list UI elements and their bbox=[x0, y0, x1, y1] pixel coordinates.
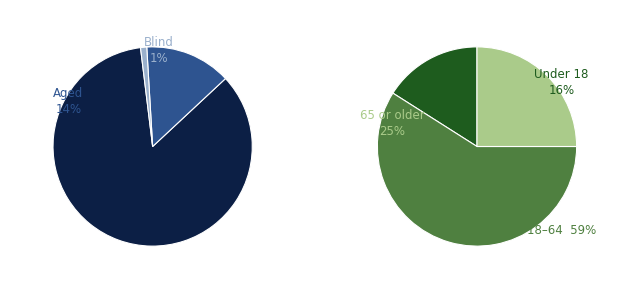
Text: Disabled
85%: Disabled 85% bbox=[156, 205, 208, 234]
Wedge shape bbox=[377, 93, 577, 246]
Wedge shape bbox=[393, 47, 477, 146]
Text: Blind
1%: Blind 1% bbox=[144, 36, 174, 65]
Text: 65 or older
25%: 65 or older 25% bbox=[360, 109, 425, 137]
Wedge shape bbox=[53, 48, 252, 246]
Text: Under 18
16%: Under 18 16% bbox=[534, 68, 588, 96]
Wedge shape bbox=[147, 47, 226, 146]
Wedge shape bbox=[141, 47, 153, 146]
Text: Aged
14%: Aged 14% bbox=[53, 88, 83, 116]
Wedge shape bbox=[477, 47, 577, 146]
Text: 18–64  59%: 18–64 59% bbox=[527, 224, 596, 237]
